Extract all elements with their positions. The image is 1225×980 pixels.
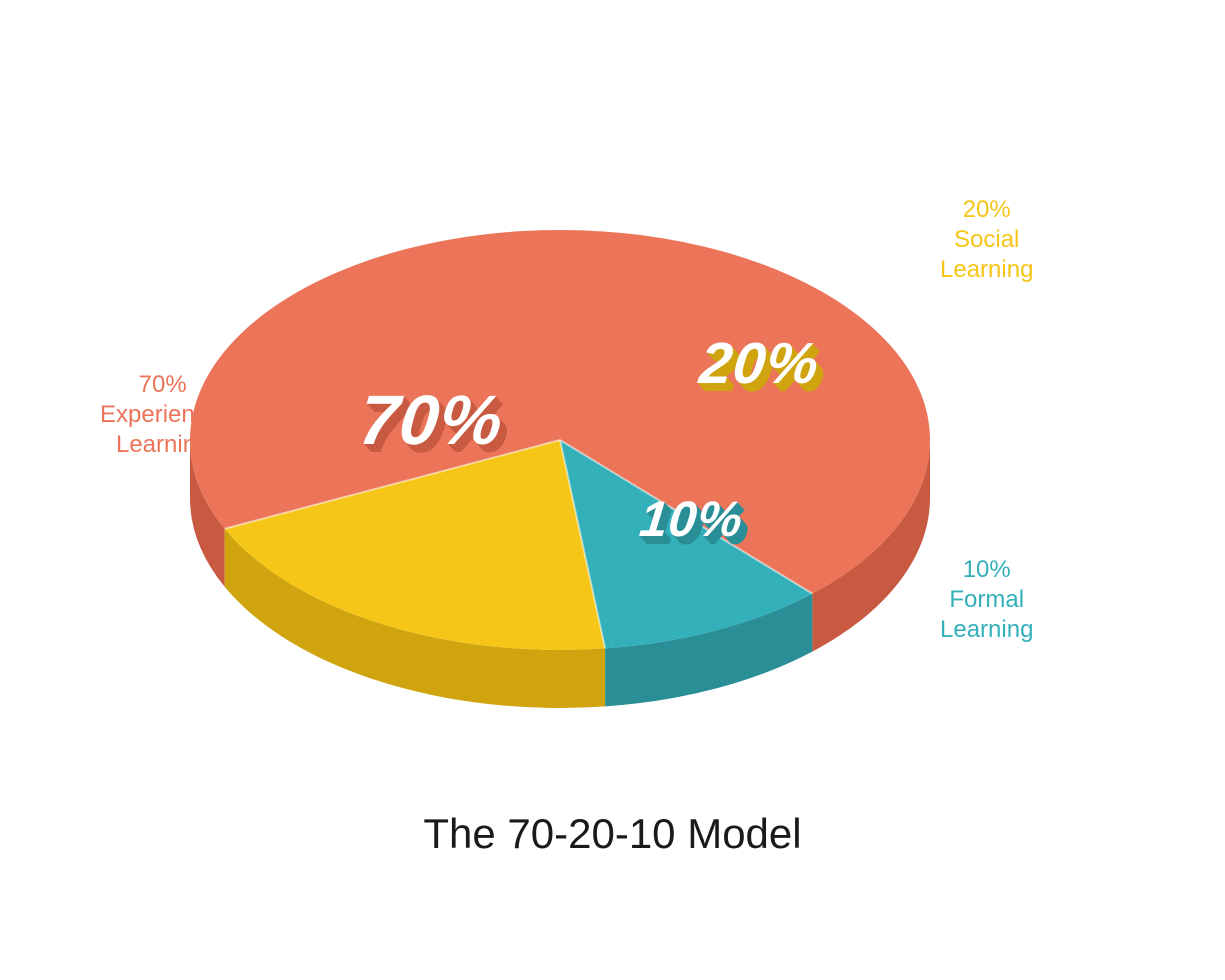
slice-percent-experiential: 70% (356, 380, 508, 460)
slice-percent-formal: 10% (637, 490, 746, 548)
infographic-stage: 70% 10% 20% 70% Experiential Learning 10… (0, 0, 1225, 980)
slice-label-experiential: 70% Experiential Learning (100, 370, 225, 460)
slice-label-formal: 10% Formal Learning (940, 555, 1033, 645)
slice-label-social: 20% Social Learning (940, 195, 1033, 285)
chart-title: The 70-20-10 Model (0, 810, 1225, 858)
slice-percent-social: 20% (696, 330, 822, 397)
